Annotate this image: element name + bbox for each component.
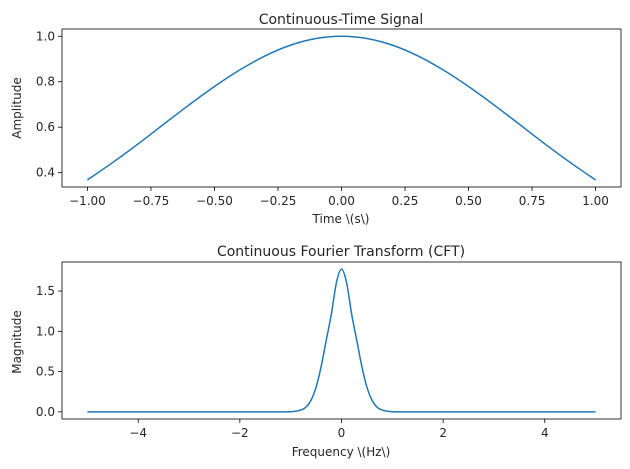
cft-line (87, 268, 596, 413)
y-ticks: 0.0 0.5 1.0 1.5 (36, 284, 62, 419)
x-ticks: −1.00 −0.75 −0.50 −0.25 0.00 0.25 0.50 0.75 1.00 (69, 187, 609, 208)
y-axis-label: Amplitude (10, 77, 24, 139)
chart-title: Continuous Fourier Transform (CFT) (217, 244, 465, 260)
y-tick-label: 0.0 (36, 405, 55, 419)
x-axis-label: Time \(s\) (312, 212, 370, 226)
signal-line (86, 35, 597, 181)
x-tick-label: 4 (541, 426, 549, 440)
x-tick-label: 0.00 (328, 194, 355, 208)
x-tick-label: −2 (231, 426, 249, 440)
x-tick-label: −0.50 (196, 194, 233, 208)
signal-chart: Continuous-Time Signal Time \(s\) Amplit… (10, 12, 622, 226)
x-tick-label: 0.50 (455, 194, 482, 208)
x-tick-label: −1.00 (69, 194, 106, 208)
x-tick-label: 1.00 (582, 194, 609, 208)
x-tick-label: 2 (439, 426, 447, 440)
plot-frame (61, 28, 622, 188)
x-tick-label: −0.75 (133, 194, 170, 208)
x-axis-label: Frequency \(Hz\) (292, 445, 391, 459)
y-tick-label: 1.5 (36, 284, 55, 298)
chart-title: Continuous-Time Signal (259, 12, 424, 28)
x-tick-label: 0.25 (392, 194, 419, 208)
x-tick-label: 0.75 (519, 194, 546, 208)
y-tick-label: 0.8 (36, 75, 55, 89)
x-ticks: −4 −2 0 2 4 (129, 419, 549, 440)
y-tick-label: 1.0 (36, 324, 55, 338)
y-tick-label: 0.5 (36, 365, 55, 379)
plot-frame (61, 261, 622, 420)
x-tick-label: −0.25 (260, 194, 297, 208)
y-ticks: 0.4 0.6 0.8 1.0 (36, 29, 62, 180)
y-axis-label: Magnitude (10, 310, 24, 374)
y-tick-label: 0.4 (36, 166, 55, 180)
y-tick-label: 1.0 (36, 29, 55, 43)
cft-chart: Continuous Fourier Transform (CFT) Frequ… (10, 244, 622, 459)
x-tick-label: −4 (129, 426, 147, 440)
y-tick-label: 0.6 (36, 120, 55, 134)
x-tick-label: 0 (338, 426, 346, 440)
